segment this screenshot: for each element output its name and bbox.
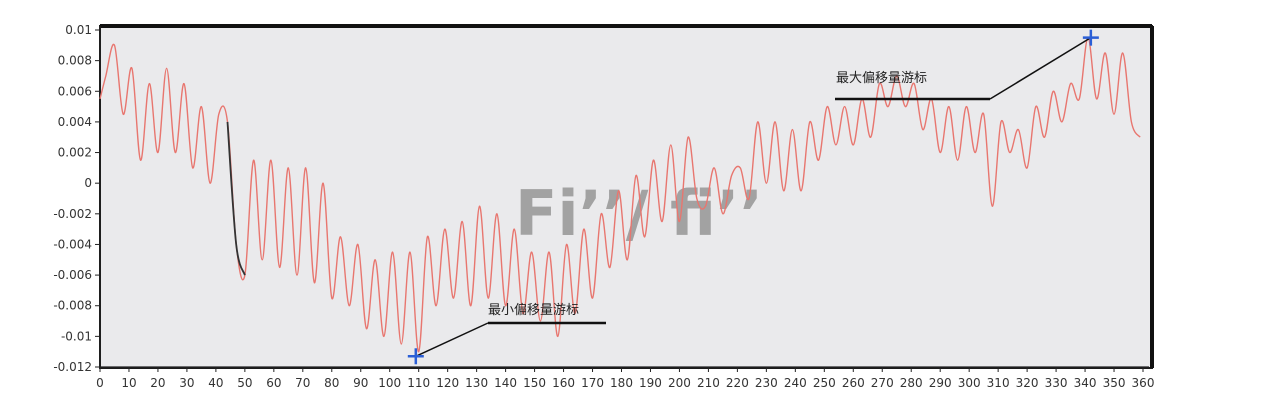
y-tick-label: 0.008 bbox=[58, 54, 92, 68]
x-tick-label: 130 bbox=[465, 376, 488, 390]
x-tick-label: 320 bbox=[1016, 376, 1039, 390]
y-tick-label: 0.004 bbox=[58, 115, 92, 129]
x-tick-label: 350 bbox=[1103, 376, 1126, 390]
x-tick-label: 140 bbox=[494, 376, 517, 390]
x-tick-label: 170 bbox=[581, 376, 604, 390]
series-layer bbox=[99, 36, 1141, 353]
min-cursor-label: 最小偏移量游标 bbox=[488, 303, 579, 318]
x-tick-label: 110 bbox=[407, 376, 430, 390]
x-tick-label: 240 bbox=[784, 376, 807, 390]
plot-area bbox=[99, 25, 1153, 369]
x-tick-label: 150 bbox=[523, 376, 546, 390]
y-axis: 0.01 0.008 0.006 0.004 0.002 0 -0.002 -0.004 -0.… bbox=[53, 23, 101, 374]
y-tick-label: 0.006 bbox=[58, 84, 92, 98]
x-tick-label: 310 bbox=[987, 376, 1010, 390]
y-tick-label: -0.01 bbox=[61, 329, 92, 343]
x-tick-label: 40 bbox=[208, 376, 223, 390]
x-tick-label: 80 bbox=[324, 376, 339, 390]
max-cursor-label: 最大偏移量游标 bbox=[836, 71, 927, 86]
y-tick-label: -0.002 bbox=[53, 207, 92, 221]
x-tick-label: 230 bbox=[755, 376, 778, 390]
x-tick-label: 60 bbox=[266, 376, 281, 390]
y-tick-label: -0.006 bbox=[53, 268, 92, 282]
x-tick-label: 0 bbox=[96, 376, 104, 390]
min-cursor-leader bbox=[415, 322, 489, 357]
x-tick-label: 120 bbox=[436, 376, 459, 390]
x-tick-label: 280 bbox=[900, 376, 923, 390]
x-tick-label: 20 bbox=[150, 376, 165, 390]
y-tick-label: 0.002 bbox=[58, 146, 92, 160]
y-tick-label: 0.01 bbox=[65, 23, 92, 37]
highlighted-segment bbox=[226, 121, 246, 276]
x-tick-label: 180 bbox=[610, 376, 633, 390]
y-tick-label: 0 bbox=[84, 176, 92, 190]
x-tick-label: 10 bbox=[121, 376, 136, 390]
x-tick-label: 360 bbox=[1132, 376, 1155, 390]
x-tick-label: 30 bbox=[179, 376, 194, 390]
x-tick-label: 160 bbox=[552, 376, 575, 390]
x-tick-label: 90 bbox=[353, 376, 368, 390]
x-tick-label: 220 bbox=[726, 376, 749, 390]
y-tick-label: -0.012 bbox=[53, 360, 92, 374]
cursor-layer: 最小偏移量游标 最大偏移量游标 bbox=[407, 29, 1099, 365]
series-line bbox=[99, 36, 1141, 353]
x-tick-label: 210 bbox=[697, 376, 720, 390]
x-axis: 0 10 20 30 40 50 60 70 80 90 100 110 120 130 140 150 160… bbox=[96, 366, 1155, 390]
y-tick-label: -0.004 bbox=[53, 237, 92, 251]
x-tick-label: 190 bbox=[639, 376, 662, 390]
x-tick-label: 50 bbox=[237, 376, 252, 390]
x-tick-label: 200 bbox=[668, 376, 691, 390]
x-tick-label: 330 bbox=[1045, 376, 1068, 390]
max-cursor-leader bbox=[989, 37, 1092, 100]
x-tick-label: 290 bbox=[929, 376, 952, 390]
x-tick-label: 70 bbox=[295, 376, 310, 390]
x-tick-label: 300 bbox=[958, 376, 981, 390]
x-tick-label: 250 bbox=[813, 376, 836, 390]
x-tick-label: 260 bbox=[842, 376, 865, 390]
y-tick-label: -0.008 bbox=[53, 299, 92, 313]
x-tick-label: 100 bbox=[378, 376, 401, 390]
x-tick-label: 270 bbox=[871, 376, 894, 390]
x-tick-label: 340 bbox=[1074, 376, 1097, 390]
